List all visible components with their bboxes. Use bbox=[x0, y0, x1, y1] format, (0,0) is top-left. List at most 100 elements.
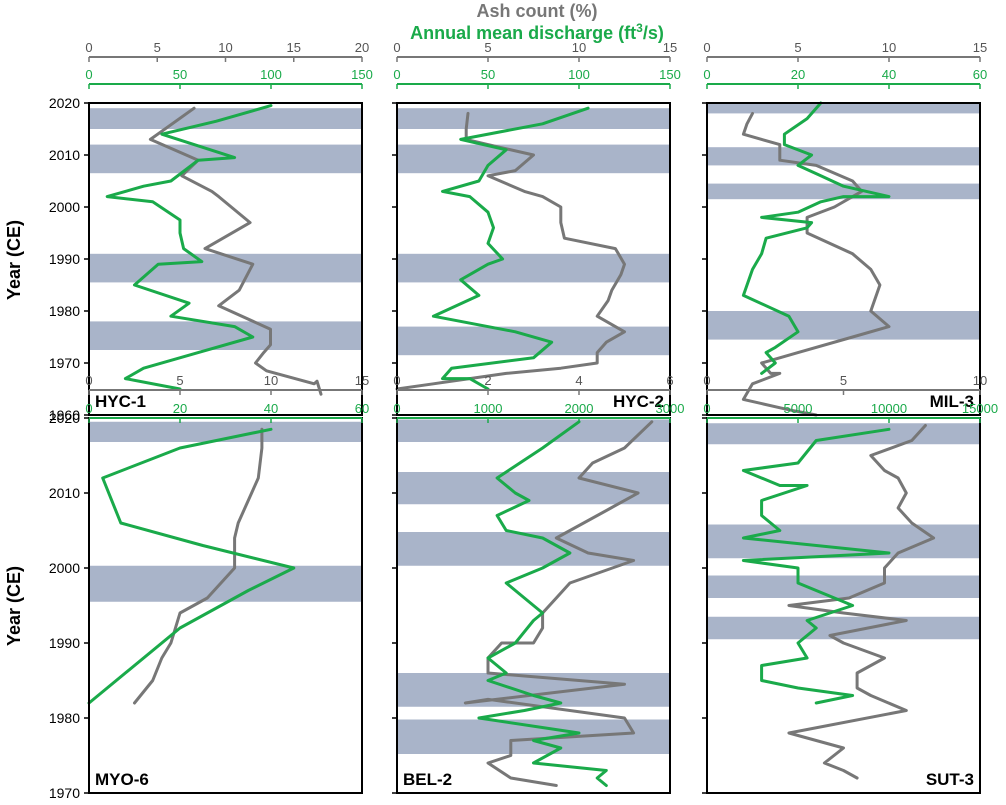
ash-tick-label: 15 bbox=[663, 40, 677, 55]
discharge-tick-label: 150 bbox=[659, 67, 681, 82]
discharge-tick-label: 20 bbox=[791, 67, 805, 82]
panels: HYC-10 5 10 15 200 50 100 150196019701980199020… bbox=[49, 40, 998, 801]
shaded-band bbox=[707, 183, 980, 200]
ash-tick-label: 5 bbox=[794, 40, 801, 55]
discharge-tick-label: 50 bbox=[173, 67, 187, 82]
discharge-title-post: /s) bbox=[643, 23, 664, 43]
discharge-title-sup: 3 bbox=[636, 21, 643, 35]
shaded-band bbox=[397, 673, 670, 707]
discharge-tick-label: 15000 bbox=[962, 401, 998, 416]
panel-myo-6: MYO-6 0 5 10 15 0 20 40 60 1970 1980 1990 2000 2010 20… bbox=[49, 373, 369, 801]
ash-tick-label: 15 bbox=[287, 40, 301, 55]
ash-axis-title: Ash count (%) bbox=[477, 1, 598, 21]
ash-count-line bbox=[395, 111, 626, 391]
ash-tick-label: 0 bbox=[393, 373, 400, 388]
year-tick-label: 1970 bbox=[49, 355, 80, 371]
panel-hyc-2: HYC-20 5 10 150 50 100 150 bbox=[392, 40, 681, 416]
shaded-band bbox=[707, 311, 980, 340]
shaded-band bbox=[707, 524, 980, 559]
ash-tick-label: 10 bbox=[572, 40, 586, 55]
shaded-band bbox=[707, 103, 980, 114]
year-tick-label: 2010 bbox=[49, 147, 80, 163]
discharge-tick-label: 3000 bbox=[656, 401, 685, 416]
ash-tick-label: 4 bbox=[575, 373, 582, 388]
discharge-tick-label: 50 bbox=[481, 67, 495, 82]
panel-sut-3: SUT-3 0 5 10 0 5000 10000 15000 bbox=[702, 373, 998, 794]
shaded-band bbox=[397, 326, 670, 356]
shaded-band bbox=[89, 565, 362, 602]
year-tick-label: 1960 bbox=[49, 407, 80, 423]
ash-tick-label: 5 bbox=[154, 40, 161, 55]
ash-tick-label: 5 bbox=[840, 373, 847, 388]
ash-tick-label: 5 bbox=[176, 373, 183, 388]
shaded-band bbox=[89, 253, 362, 283]
discharge-line bbox=[87, 427, 296, 705]
discharge-title-pre: Annual mean discharge (ft bbox=[410, 23, 636, 43]
y-axis-label-top: Year (CE) bbox=[4, 220, 24, 300]
ash-tick-label: 10 bbox=[218, 40, 232, 55]
panel-hyc-1: HYC-10 5 10 15 200 50 100 150196019701980199020… bbox=[49, 40, 373, 423]
ash-tick-label: 2 bbox=[484, 373, 491, 388]
discharge-line bbox=[431, 106, 590, 391]
site-label: SUT-3 bbox=[926, 770, 974, 789]
shaded-band bbox=[707, 423, 980, 445]
panel-bel-2: BEL-2 0 2 4 6 0 1000 2000 3000 bbox=[392, 373, 685, 794]
year-tick-label: 2020 bbox=[49, 95, 80, 111]
year-tick-label: 1990 bbox=[49, 251, 80, 267]
ash-tick-label: 0 bbox=[703, 40, 710, 55]
discharge-tick-label: 60 bbox=[355, 401, 369, 416]
site-label: HYC-1 bbox=[95, 392, 146, 411]
discharge-line bbox=[741, 101, 891, 375]
y-axis-label-bottom: Year (CE) bbox=[4, 566, 24, 646]
ash-tick-label: 0 bbox=[85, 40, 92, 55]
year-tick-label: 2000 bbox=[49, 560, 80, 576]
discharge-tick-label: 0 bbox=[393, 401, 400, 416]
ash-tick-label: 10 bbox=[882, 40, 896, 55]
ash-tick-label: 10 bbox=[264, 373, 278, 388]
ash-count-line bbox=[148, 106, 323, 396]
discharge-tick-label: 100 bbox=[568, 67, 590, 82]
ash-tick-label: 15 bbox=[973, 40, 987, 55]
shaded-band bbox=[397, 144, 670, 174]
discharge-tick-label: 10000 bbox=[871, 401, 907, 416]
discharge-tick-label: 0 bbox=[85, 401, 92, 416]
discharge-tick-label: 2000 bbox=[565, 401, 594, 416]
discharge-tick-label: 60 bbox=[973, 67, 987, 82]
discharge-tick-label: 0 bbox=[85, 67, 92, 82]
site-label: BEL-2 bbox=[403, 770, 452, 789]
year-tick-label: 2000 bbox=[49, 199, 80, 215]
discharge-tick-label: 0 bbox=[703, 401, 710, 416]
year-tick-label: 1970 bbox=[49, 785, 80, 800]
discharge-tick-label: 5000 bbox=[784, 401, 813, 416]
panel-mil-3: MIL-3 0 5 10 15 0 20 40 60 bbox=[702, 40, 987, 417]
ash-tick-label: 20 bbox=[355, 40, 369, 55]
discharge-tick-label: 0 bbox=[703, 67, 710, 82]
ash-tick-label: 5 bbox=[484, 40, 491, 55]
site-label: MYO-6 bbox=[95, 770, 149, 789]
discharge-tick-label: 150 bbox=[351, 67, 373, 82]
shaded-band bbox=[707, 616, 980, 640]
discharge-tick-label: 40 bbox=[264, 401, 278, 416]
discharge-tick-label: 1000 bbox=[474, 401, 503, 416]
shaded-band bbox=[397, 108, 670, 129]
ash-count-line bbox=[133, 427, 264, 705]
year-tick-label: 2020 bbox=[49, 410, 80, 426]
discharge-line bbox=[477, 420, 608, 787]
discharge-tick-label: 20 bbox=[173, 401, 187, 416]
ash-tick-label: 15 bbox=[355, 373, 369, 388]
ash-count-line bbox=[787, 424, 936, 780]
discharge-tick-label: 100 bbox=[260, 67, 282, 82]
shaded-band bbox=[707, 147, 980, 166]
ash-tick-label: 10 bbox=[973, 373, 987, 388]
discharge-line bbox=[741, 427, 891, 705]
discharge-tick-label: 40 bbox=[882, 67, 896, 82]
shaded-band bbox=[707, 575, 980, 598]
site-label: HYC-2 bbox=[613, 392, 664, 411]
ash-tick-label: 0 bbox=[393, 40, 400, 55]
discharge-axis-title: Annual mean discharge (ft3/s) bbox=[410, 21, 664, 43]
year-tick-label: 1980 bbox=[49, 303, 80, 319]
shaded-band bbox=[397, 253, 670, 283]
site-label: MIL-3 bbox=[930, 392, 974, 411]
discharge-tick-label: 0 bbox=[393, 67, 400, 82]
